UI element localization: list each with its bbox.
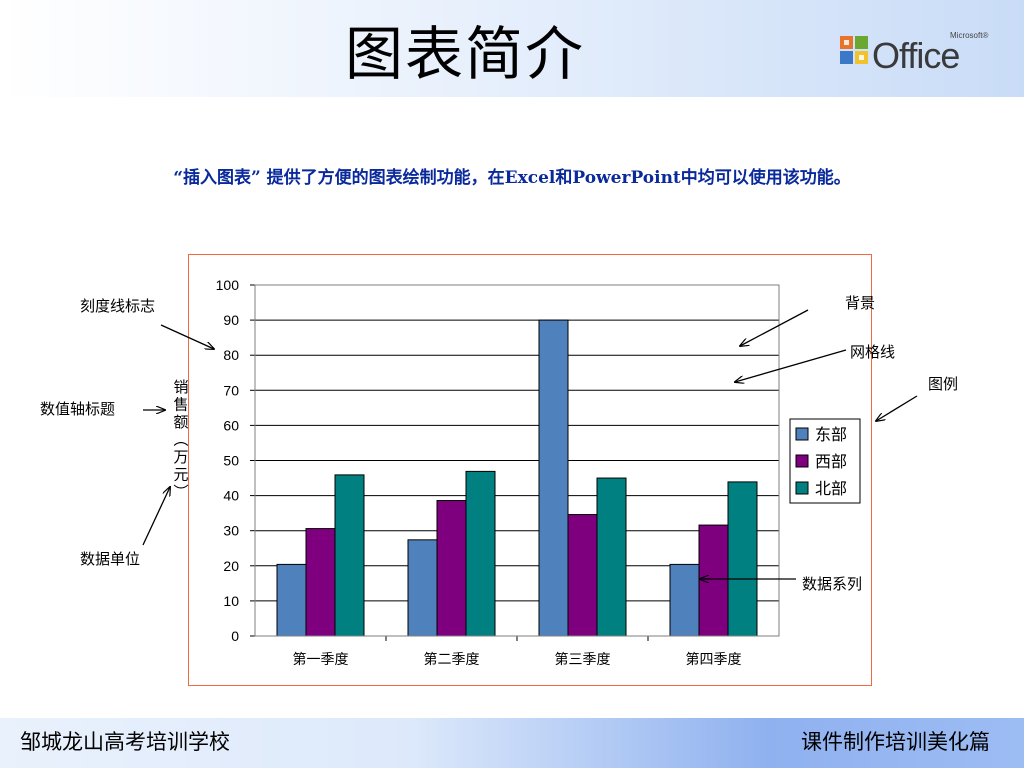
legend-swatch-西部 xyxy=(795,454,809,468)
x-tick-label: 第一季度 xyxy=(293,651,349,668)
office-logo: Office Microsoft® xyxy=(838,30,998,80)
callout-arrows xyxy=(142,309,918,579)
bar-北部 xyxy=(465,470,496,637)
legend-label: 东部 xyxy=(815,425,847,444)
y-tick-label: 90 xyxy=(223,312,239,328)
bar-北部 xyxy=(596,477,627,637)
y-tick-label: 80 xyxy=(223,347,239,363)
plot-border xyxy=(254,284,780,637)
y-axis-title-char: 售 xyxy=(173,396,188,414)
bar-西部 xyxy=(698,524,729,637)
bar-北部 xyxy=(727,481,758,637)
legend-label: 北部 xyxy=(815,479,847,498)
legend-swatch-北部 xyxy=(795,481,809,495)
bar-东部 xyxy=(669,563,700,637)
legend-swatch-东部 xyxy=(795,427,809,441)
office-logo-maker: Microsoft® xyxy=(950,31,989,40)
legend-label: 西部 xyxy=(815,452,847,471)
office-logo-text: Office xyxy=(872,35,960,76)
x-tick-label: 第四季度 xyxy=(686,651,742,668)
bar-北部 xyxy=(334,474,365,637)
y-tick-label: 0 xyxy=(231,628,239,644)
chart-frame xyxy=(188,254,872,686)
y-axis-title-char: 销 xyxy=(173,378,188,396)
y-tick-label: 20 xyxy=(223,558,239,574)
callout-data-unit: 数据单位 xyxy=(80,550,141,568)
arrow-data-unit xyxy=(142,487,170,546)
office-logo-icon xyxy=(840,36,868,64)
y-tick-label: 10 xyxy=(223,593,239,609)
y-axis-title-char: 元 xyxy=(173,466,188,484)
arrow-background xyxy=(740,309,809,346)
bar-东部 xyxy=(407,539,438,637)
bar-西部 xyxy=(305,528,336,637)
callout-tick-marks: 刻度线标志 xyxy=(80,297,156,315)
y-axis-title-char: ︵ xyxy=(173,431,188,449)
y-axis-title-char: 额 xyxy=(173,413,188,431)
subtitle: “插入图表” 提供了方便的图表绘制功能，在Excel和PowerPoint中均可… xyxy=(173,168,851,188)
bar-东部 xyxy=(276,563,307,637)
footer-band xyxy=(0,718,1024,768)
bar-西部 xyxy=(567,514,598,637)
chart-plot-area: 0 10 20 30 40 50 60 70 80 90 100 第一季度 第二季度 第三季度 第四季度 销售… xyxy=(173,277,861,668)
header-band xyxy=(0,0,1024,97)
callout-legend: 图例 xyxy=(928,375,959,393)
callout-gridlines: 网格线 xyxy=(850,343,896,361)
bar-西部 xyxy=(436,500,467,637)
y-axis-title-char: 万 xyxy=(173,448,188,466)
y-axis-title-char: ︶ xyxy=(173,483,188,501)
y-tick-label: 40 xyxy=(223,488,239,504)
footer-school-name: 邹城龙山高考培训学校 xyxy=(20,730,230,754)
callout-background: 背景 xyxy=(845,294,876,312)
arrow-gridlines xyxy=(735,349,847,382)
arrow-tick-marks xyxy=(160,324,214,349)
arrow-legend xyxy=(876,395,918,421)
y-tick-label: 60 xyxy=(223,417,239,433)
x-tick-label: 第三季度 xyxy=(555,651,611,668)
bar-东部 xyxy=(538,319,569,637)
y-tick-label: 50 xyxy=(223,453,239,469)
y-tick-label: 70 xyxy=(223,382,239,398)
y-tick-label: 100 xyxy=(216,277,240,293)
callout-axis-title: 数值轴标题 xyxy=(40,400,116,418)
x-tick-label: 第二季度 xyxy=(424,651,480,668)
footer-course-name: 课件制作培训美化篇 xyxy=(801,730,990,754)
callout-data-series: 数据系列 xyxy=(802,575,863,593)
y-tick-label: 30 xyxy=(223,523,239,539)
slide-title: 图表简介 xyxy=(344,20,585,88)
